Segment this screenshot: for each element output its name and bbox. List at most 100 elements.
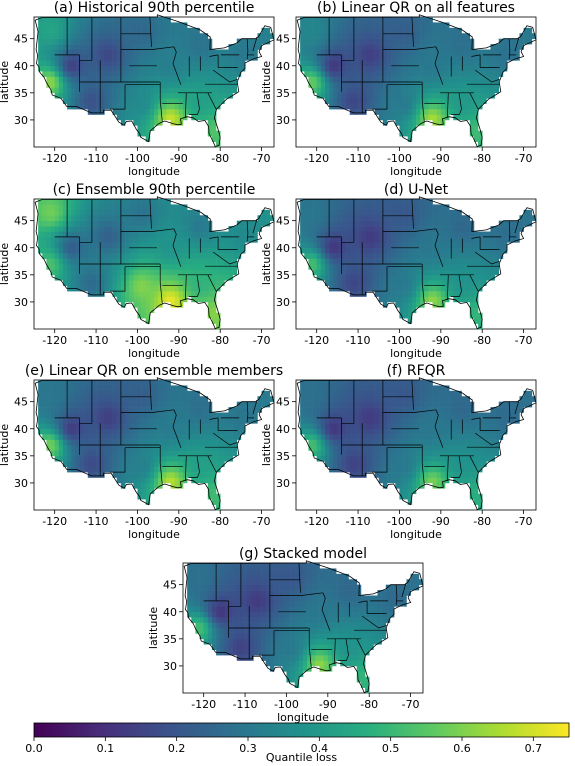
heatmap-cell — [411, 71, 417, 77]
heatmap-cell — [91, 380, 97, 386]
heatmap-cell — [494, 87, 500, 94]
heatmap-cell — [382, 385, 388, 392]
heatmap-cell — [133, 401, 138, 408]
heatmap-cell — [449, 274, 454, 281]
y-tick-label: 45 — [14, 215, 28, 228]
heatmap-cell — [211, 493, 217, 500]
heatmap-cell — [125, 274, 130, 281]
heatmap-cell — [67, 401, 72, 408]
heatmap-cell — [178, 385, 184, 392]
heatmap-cell — [407, 274, 413, 281]
heatmap-cell — [453, 82, 458, 88]
heatmap-cell — [129, 33, 134, 39]
heatmap-cell — [527, 38, 533, 45]
heatmap-cell — [428, 274, 433, 281]
heatmap-cell — [141, 231, 147, 238]
heatmap-cell — [257, 407, 262, 413]
heatmap-cell — [366, 204, 371, 211]
heatmap-cell — [329, 49, 334, 56]
heatmap-cell — [300, 60, 305, 67]
heatmap-cell — [87, 423, 93, 430]
heatmap-cell — [391, 247, 396, 254]
heatmap-cell — [461, 285, 466, 292]
heatmap-cell — [337, 466, 342, 473]
heatmap-cell — [145, 472, 151, 478]
heatmap-cell — [71, 407, 76, 413]
heatmap-cell — [216, 269, 221, 276]
heatmap-cell — [100, 22, 105, 29]
heatmap-cell — [46, 54, 51, 61]
heatmap-cell — [174, 82, 180, 88]
y-tick-label: 40 — [14, 242, 28, 255]
heatmap-cell — [232, 76, 238, 83]
heatmap-cell — [436, 269, 442, 276]
heatmap-cell — [411, 417, 417, 424]
heatmap-cell — [83, 22, 89, 29]
heatmap-cell — [120, 242, 126, 249]
heatmap-cell — [349, 380, 355, 386]
heatmap-cell — [320, 439, 326, 446]
heatmap-cell — [370, 407, 375, 413]
heatmap-cell — [269, 396, 275, 402]
heatmap-cell — [320, 253, 326, 259]
heatmap-cell — [453, 109, 458, 115]
heatmap-cell — [96, 38, 101, 45]
heatmap-cell — [149, 423, 155, 430]
heatmap-cell — [133, 472, 138, 478]
heatmap-cell — [382, 390, 388, 397]
heatmap-cell — [403, 385, 409, 392]
heatmap-cell — [108, 274, 113, 281]
heatmap-cell — [191, 38, 196, 45]
heatmap-cell — [154, 417, 159, 424]
heatmap-cell — [337, 103, 342, 110]
heatmap-cell — [249, 401, 254, 408]
heatmap-cell — [403, 242, 409, 249]
heatmap-cell — [141, 253, 147, 259]
heatmap-cell — [62, 38, 68, 45]
state-border — [474, 69, 500, 83]
heatmap-cell — [304, 44, 309, 50]
heatmap-cell — [54, 253, 60, 259]
heatmap-cell — [178, 27, 184, 34]
heatmap-cell — [220, 49, 225, 56]
heatmap-cell — [345, 385, 351, 392]
heatmap-cell — [391, 401, 396, 408]
heatmap-cell — [349, 258, 355, 265]
heatmap-cell — [465, 269, 471, 276]
heatmap-cell — [211, 60, 217, 67]
heatmap-cell — [125, 242, 130, 249]
heatmap-cell — [345, 258, 351, 265]
heatmap-cell — [337, 215, 342, 221]
heatmap-cell — [46, 60, 51, 67]
heatmap-cell — [403, 285, 409, 292]
heatmap-cell — [141, 423, 147, 430]
heatmap-cell — [228, 226, 233, 232]
heatmap-cell — [387, 390, 392, 397]
heatmap-cell — [141, 27, 147, 34]
heatmap-cell — [324, 22, 330, 29]
heatmap-cell — [416, 49, 421, 56]
heatmap-cell — [300, 417, 305, 424]
heatmap-cell — [341, 380, 346, 386]
heatmap-cell — [120, 226, 126, 232]
heatmap-cell — [457, 296, 462, 303]
heatmap-cell — [170, 291, 175, 297]
heatmap-cell — [420, 60, 425, 67]
heatmap-cell — [382, 407, 388, 413]
y-tick-label: 35 — [14, 87, 28, 100]
heatmap-cell — [187, 439, 192, 446]
heatmap-cell — [253, 407, 258, 413]
heatmap-cell — [162, 455, 167, 462]
heatmap-cell — [220, 231, 225, 238]
heatmap-cell — [137, 488, 142, 495]
heatmap-cell — [353, 407, 359, 413]
heatmap-cell — [527, 27, 533, 34]
heatmap-cell — [490, 258, 495, 265]
heatmap-cell — [149, 242, 155, 249]
heatmap-cell — [199, 269, 204, 276]
heatmap-cell — [420, 44, 425, 50]
heatmap-cell — [154, 466, 159, 473]
heatmap-cell — [362, 407, 367, 413]
heatmap-cell — [312, 439, 317, 446]
heatmap-cell — [42, 49, 47, 56]
